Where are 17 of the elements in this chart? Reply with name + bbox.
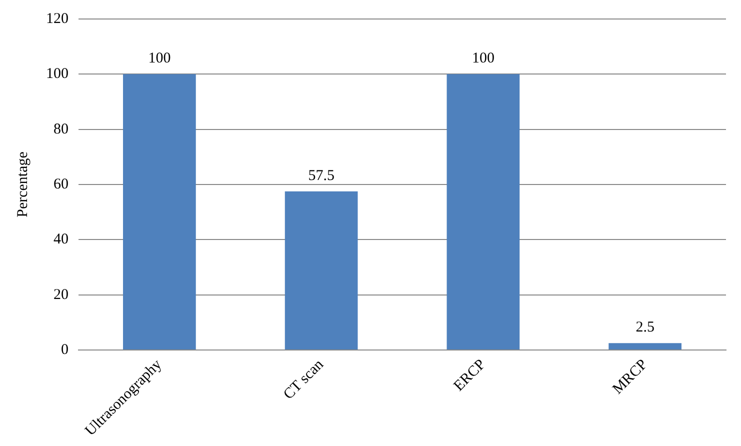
- bar: [123, 74, 196, 350]
- x-tick-label: CT scan: [280, 356, 328, 403]
- data-label: 2.5: [636, 320, 654, 336]
- y-tick-label: 80: [54, 121, 68, 138]
- data-label: 57.5: [308, 168, 334, 184]
- y-tick-label: 120: [46, 10, 68, 27]
- y-tick-label: 40: [54, 232, 68, 248]
- y-tick-label: 20: [54, 286, 68, 303]
- bar: [446, 74, 520, 350]
- bar: [608, 343, 682, 350]
- data-label: 100: [148, 50, 171, 67]
- y-tick-label: 100: [46, 66, 68, 82]
- y-tick-label: 0: [61, 342, 68, 358]
- bar: [284, 191, 358, 350]
- y-tick-label: 60: [54, 176, 68, 192]
- data-label: 100: [472, 50, 494, 67]
- y-axis-title: Percentage: [14, 151, 31, 218]
